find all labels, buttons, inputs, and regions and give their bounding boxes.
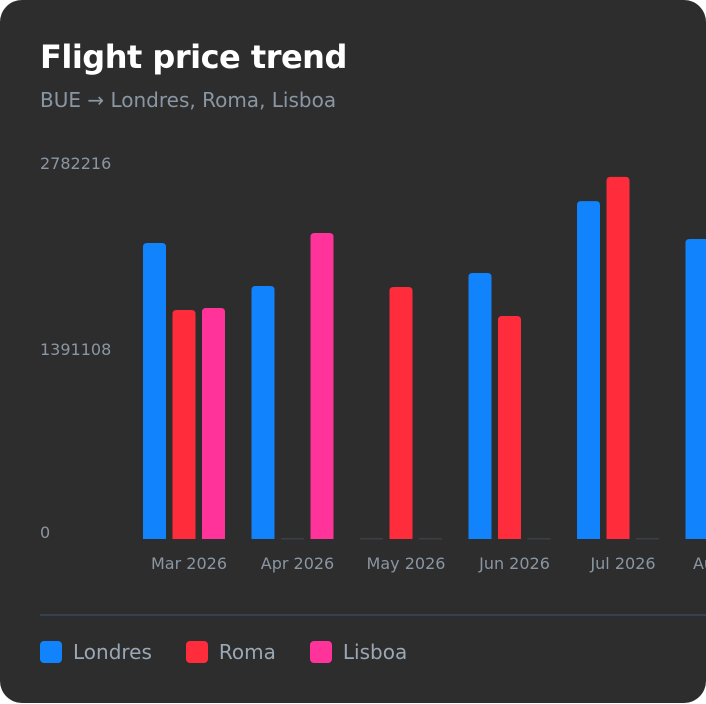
y-tick-label: 0: [40, 523, 50, 542]
x-tick-label: Jul 2026: [589, 554, 655, 573]
bar-roma: [606, 176, 630, 540]
x-tick-label: May 2026: [367, 554, 446, 573]
legend-label: Roma: [218, 640, 276, 664]
legend-item-londres[interactable]: Londres: [40, 640, 152, 664]
bar-lisboa: [202, 307, 225, 539]
bar-roma: [498, 316, 521, 539]
y-tick-label: 2782216: [40, 154, 111, 173]
bar-londres: [251, 285, 275, 539]
legend: Londres Roma Lisboa: [40, 640, 407, 664]
bar-chart: 0 1391108 2782216 Mar 2026 Apr 2026 May 2026 J…: [40, 154, 706, 573]
bar-empty-lisboa: [419, 538, 442, 540]
x-tick-label: Apr 2026: [261, 554, 334, 573]
y-tick-label: 1391108: [40, 340, 111, 359]
chart-title: Flight price trend: [40, 38, 347, 76]
bar-empty-lisboa: [636, 538, 659, 540]
chart-subtitle: BUE → Londres, Roma, Lisboa: [40, 88, 337, 112]
bar-londres: [143, 242, 166, 539]
legend-swatch: [40, 641, 62, 663]
legend-swatch: [185, 641, 208, 663]
bar-empty-londres: [360, 538, 383, 540]
bar-londres: [468, 272, 492, 539]
x-tick-label: Aug 2026: [693, 554, 706, 573]
x-tick-label: Jun 2026: [478, 554, 550, 573]
legend-label: Londres: [73, 640, 152, 664]
legend-label: Lisboa: [342, 640, 408, 664]
legend-item-lisboa[interactable]: Lisboa: [309, 640, 408, 664]
bar-empty-roma: [281, 538, 304, 540]
bar-empty-lisboa: [527, 538, 551, 540]
divider: [40, 614, 706, 616]
bar-roma: [172, 309, 196, 539]
bar-lisboa: [310, 233, 334, 540]
legend-swatch: [309, 641, 332, 663]
x-tick-label: Mar 2026: [151, 554, 227, 573]
legend-item-roma[interactable]: Roma: [185, 640, 276, 664]
bar-londres: [685, 238, 706, 539]
bar-londres: [577, 201, 600, 540]
bar-roma: [389, 287, 413, 539]
